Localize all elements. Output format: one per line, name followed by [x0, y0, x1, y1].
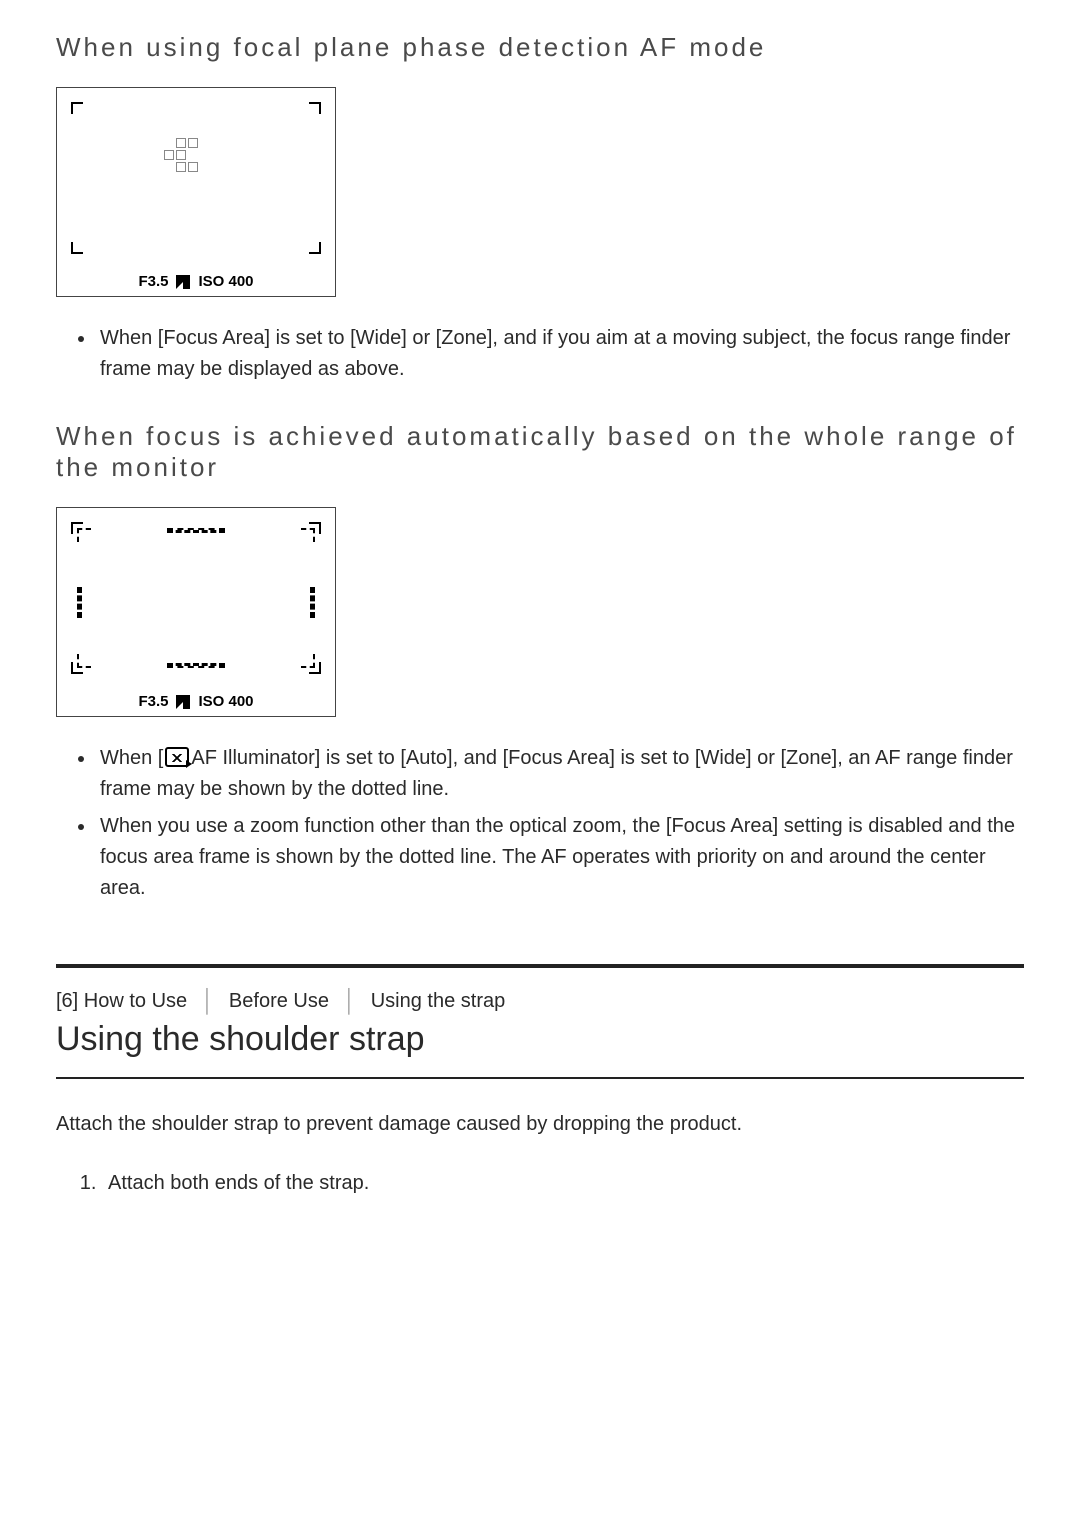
- breadcrumb-item: Before Use: [229, 990, 329, 1013]
- steps-list: Attach both ends of the strap.: [56, 1168, 1024, 1199]
- bullet-list: When [AF Illuminator] is set to [Auto], …: [56, 743, 1024, 904]
- aperture-value: F3.5: [138, 693, 168, 710]
- dashed-edge-icon: [167, 663, 224, 668]
- intro-paragraph: Attach the shoulder strap to prevent dam…: [56, 1109, 1024, 1140]
- dashed-corner-icon: [77, 528, 91, 542]
- camera-mode-icon: [165, 747, 189, 767]
- iso-value: ISO 400: [198, 273, 253, 290]
- step-item: Attach both ends of the strap.: [102, 1168, 1024, 1199]
- viewfinder-info-bar: F3.5 ISO 400: [57, 693, 335, 710]
- list-item: When [Focus Area] is set to [Wide] or [Z…: [96, 323, 1024, 385]
- bullet-list: When [Focus Area] is set to [Wide] or [Z…: [56, 323, 1024, 385]
- dashed-edge-icon: [310, 587, 315, 618]
- exposure-comp-icon: [176, 695, 190, 709]
- frame-corner-icon: [309, 242, 321, 254]
- exposure-comp-icon: [176, 275, 190, 289]
- page-title: Using the shoulder strap: [56, 1020, 1024, 1059]
- breadcrumb: [6] How to Use │ Before Use │ Using the …: [56, 988, 1024, 1014]
- breadcrumb-separator-icon: │: [343, 988, 357, 1014]
- list-item: When [AF Illuminator] is set to [Auto], …: [96, 743, 1024, 805]
- frame-corner-icon: [71, 242, 83, 254]
- section-heading: When using focal plane phase detection A…: [56, 32, 1024, 63]
- text-fragment: AF Illuminator] is set to [Auto], and [F…: [100, 747, 1013, 800]
- frame-corner-icon: [71, 102, 83, 114]
- iso-value: ISO 400: [198, 693, 253, 710]
- viewfinder-diagram-phase-af: F3.5 ISO 400: [56, 87, 336, 297]
- viewfinder-diagram-auto-focus: F3.5 ISO 400: [56, 507, 336, 717]
- viewfinder-info-bar: F3.5 ISO 400: [57, 273, 335, 290]
- dashed-corner-icon: [301, 654, 315, 668]
- af-point-cluster-icon: [164, 138, 198, 172]
- list-item: When you use a zoom function other than …: [96, 811, 1024, 904]
- breadcrumb-separator-icon: │: [201, 988, 215, 1014]
- dashed-edge-icon: [167, 528, 224, 533]
- title-divider: [56, 1077, 1024, 1079]
- section-divider: [56, 964, 1024, 968]
- dashed-edge-icon: [77, 587, 82, 618]
- dashed-corner-icon: [301, 528, 315, 542]
- frame-corner-icon: [309, 102, 321, 114]
- aperture-value: F3.5: [138, 273, 168, 290]
- section-heading: When focus is achieved automatically bas…: [56, 421, 1024, 483]
- breadcrumb-item: Using the strap: [371, 990, 506, 1013]
- text-fragment: When [: [100, 747, 163, 769]
- breadcrumb-item: [6] How to Use: [56, 990, 187, 1013]
- dashed-corner-icon: [77, 654, 91, 668]
